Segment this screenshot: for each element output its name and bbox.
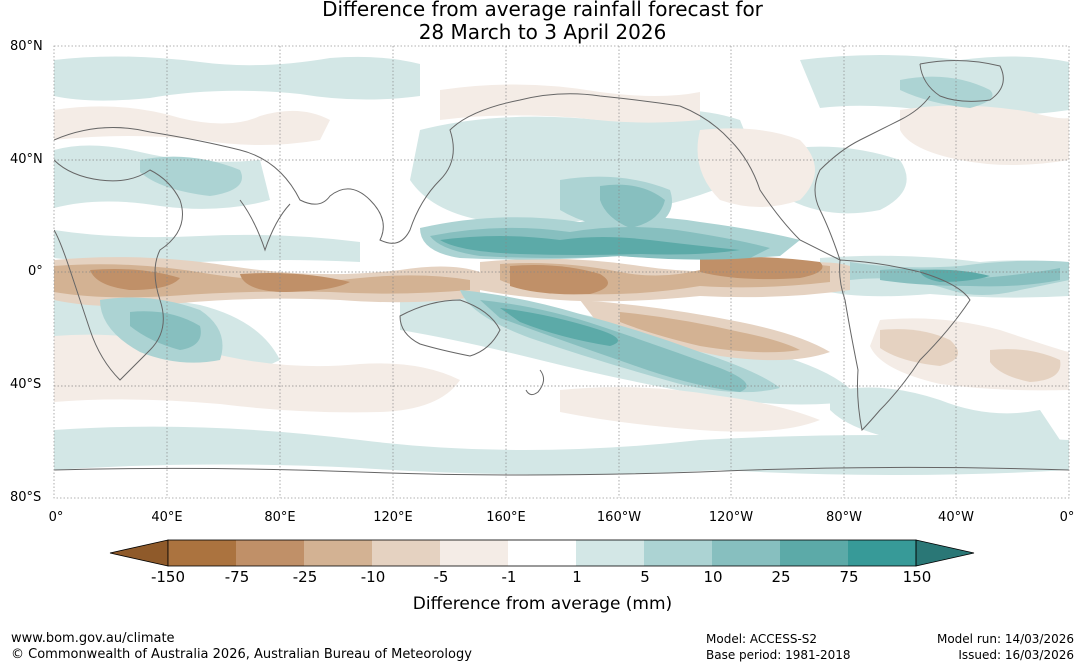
footer-model-run: Model run: 14/03/2026 xyxy=(936,632,1074,646)
colorbar-tick: 75 xyxy=(839,568,859,586)
colorbar-swatch xyxy=(372,540,440,566)
footer-url: www.bom.gov.au/climate xyxy=(11,631,175,646)
australia-coast xyxy=(399,299,501,357)
anomaly-field xyxy=(54,55,1069,475)
lat-label-40s: 40°S xyxy=(10,377,42,392)
north-america-coast xyxy=(679,95,931,261)
colorbar-outline xyxy=(167,539,917,567)
colorbar-tick: 5 xyxy=(640,568,650,586)
greenland-coast xyxy=(919,59,1004,102)
colorbar-tick: -10 xyxy=(360,568,386,586)
colorbar-tick: -5 xyxy=(433,568,449,586)
colorbar-swatch xyxy=(440,540,508,566)
colorbar-swatch xyxy=(304,540,372,566)
africa-coast xyxy=(54,159,183,381)
map-title-line-1: Difference from average rainfall forecas… xyxy=(322,0,763,21)
lon-label-80e: 80°E xyxy=(264,510,296,525)
lon-label-40e: 40°E xyxy=(151,510,183,525)
map-grid xyxy=(54,46,1069,498)
colorbar-arrow-high xyxy=(915,539,975,567)
colorbar-swatch xyxy=(236,540,304,566)
colorbar-tick: 1 xyxy=(572,568,582,586)
lat-label-80s: 80°S xyxy=(10,490,42,505)
footer-model: Model: ACCESS-S2 xyxy=(706,632,818,646)
map-title-line-2: 28 March to 3 April 2026 xyxy=(418,20,667,44)
footer-issued: Issued: 16/03/2026 xyxy=(958,648,1074,662)
eurasia-coast xyxy=(54,93,681,244)
colorbar-tick: -150 xyxy=(150,568,186,586)
colorbar-swatch xyxy=(508,540,576,566)
colorbar xyxy=(109,539,975,567)
nz-coast xyxy=(525,369,544,396)
colorbar-tick: 10 xyxy=(703,568,723,586)
map-frame xyxy=(53,45,1070,499)
colorbar-swatch xyxy=(576,540,644,566)
lat-label-80n: 80°N xyxy=(10,39,43,54)
colorbar-tick: -25 xyxy=(292,568,318,586)
south-america-coast xyxy=(839,259,971,432)
coastlines xyxy=(54,59,1069,476)
lon-label-120w: 120°W xyxy=(708,510,754,525)
lon-label-160e: 160°E xyxy=(486,510,526,525)
india-coast xyxy=(239,199,291,252)
colorbar-swatch xyxy=(780,540,848,566)
lon-label-80w: 80°W xyxy=(826,510,862,525)
footer-base-period: Base period: 1981-2018 xyxy=(706,648,851,662)
lon-label-0e: 0° xyxy=(48,510,64,525)
antarctica-coast xyxy=(54,466,1069,476)
lon-label-40w: 40°W xyxy=(938,510,974,525)
lat-label-40n: 40°N xyxy=(10,152,43,167)
colorbar-label: Difference from average (mm) xyxy=(412,594,673,614)
footer-copyright: © Commonwealth of Australia 2026, Austra… xyxy=(11,647,472,662)
colorbar-tick: -75 xyxy=(224,568,250,586)
lat-label-0: 0° xyxy=(28,264,43,279)
colorbar-tick: 150 xyxy=(902,568,932,586)
colorbar-swatch xyxy=(848,540,916,566)
colorbar-swatch xyxy=(712,540,780,566)
colorbar-arrow-low xyxy=(109,539,169,567)
colorbar-tick: -1 xyxy=(501,568,517,586)
lon-label-120e: 120°E xyxy=(373,510,413,525)
lon-label-0w: 0° xyxy=(1059,510,1075,525)
colorbar-swatch xyxy=(644,540,712,566)
wet-25-75-regions xyxy=(440,236,990,346)
colorbar-tick: 25 xyxy=(771,568,791,586)
lon-label-160w: 160°W xyxy=(596,510,642,525)
colorbar-swatch xyxy=(168,540,236,566)
